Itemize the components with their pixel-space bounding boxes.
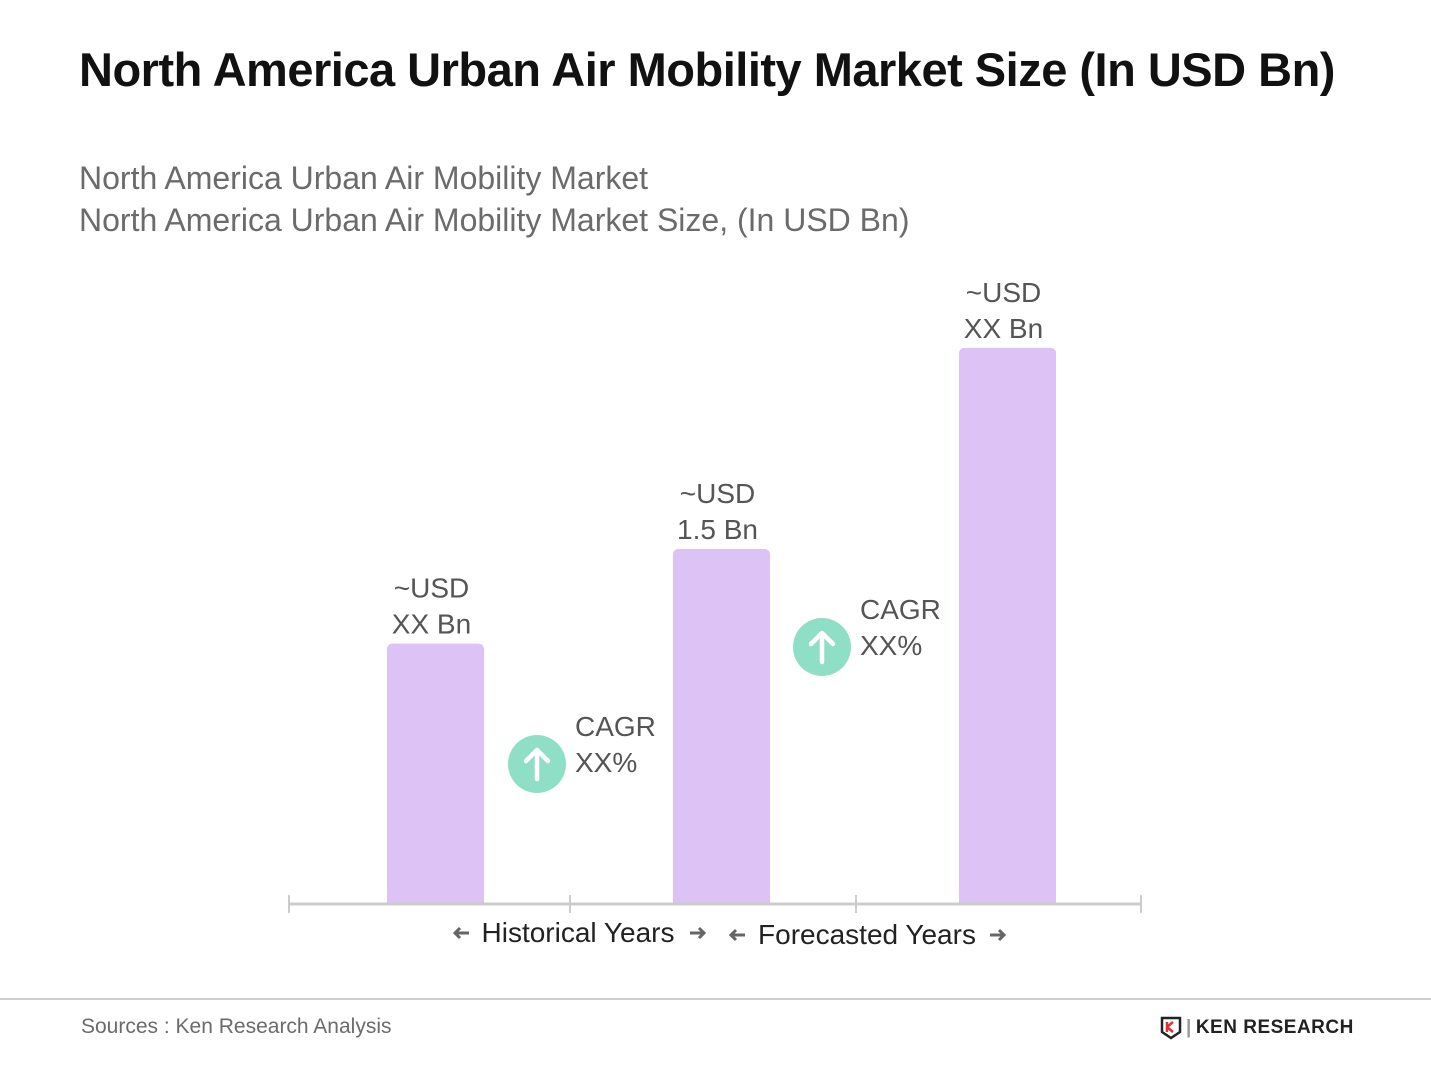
data-label: ~USD [966,277,1041,308]
ken-research-logo: | KEN RESEARCH [1160,1016,1354,1040]
footer-divider [0,998,1431,1000]
logo-text: KEN RESEARCH [1195,1017,1354,1038]
arrow-right-icon [690,926,707,940]
arrow-up-icon [523,747,551,782]
chart-subtitle-2: North America Urban Air Mobility Market … [79,202,910,238]
data-label: ~USD [680,478,755,509]
source-note: Sources : Ken Research Analysis [81,1015,392,1038]
cagr-label: CAGR [575,711,656,742]
cagr-value: XX% [860,630,922,661]
data-label: XX Bn [964,313,1043,344]
bar [387,643,484,904]
arrow-right-icon [990,928,1007,942]
arrow-left-icon [452,926,469,940]
bar [673,549,770,904]
cagr-value: XX% [575,747,637,778]
period-label-historical: Historical Years [482,917,675,948]
logo-icon [1160,1016,1182,1040]
chart-title: North America Urban Air Mobility Market … [79,43,1335,96]
bar [959,347,1056,904]
bar-chart: ~USD XX Bn ~USD 1.5 Bn ~USD XX Bn CAGR XX% CAGR X… [288,277,1142,950]
chart-subtitle: North America Urban Air Mobility Market [79,160,649,196]
arrow-left-icon [728,928,745,942]
period-label-forecasted: Forecasted Years [758,919,976,950]
data-label: XX Bn [392,609,471,640]
data-label: ~USD [394,573,469,604]
cagr-label: CAGR [860,594,941,625]
arrow-up-icon [808,630,836,665]
data-label: 1.5 Bn [677,514,758,545]
